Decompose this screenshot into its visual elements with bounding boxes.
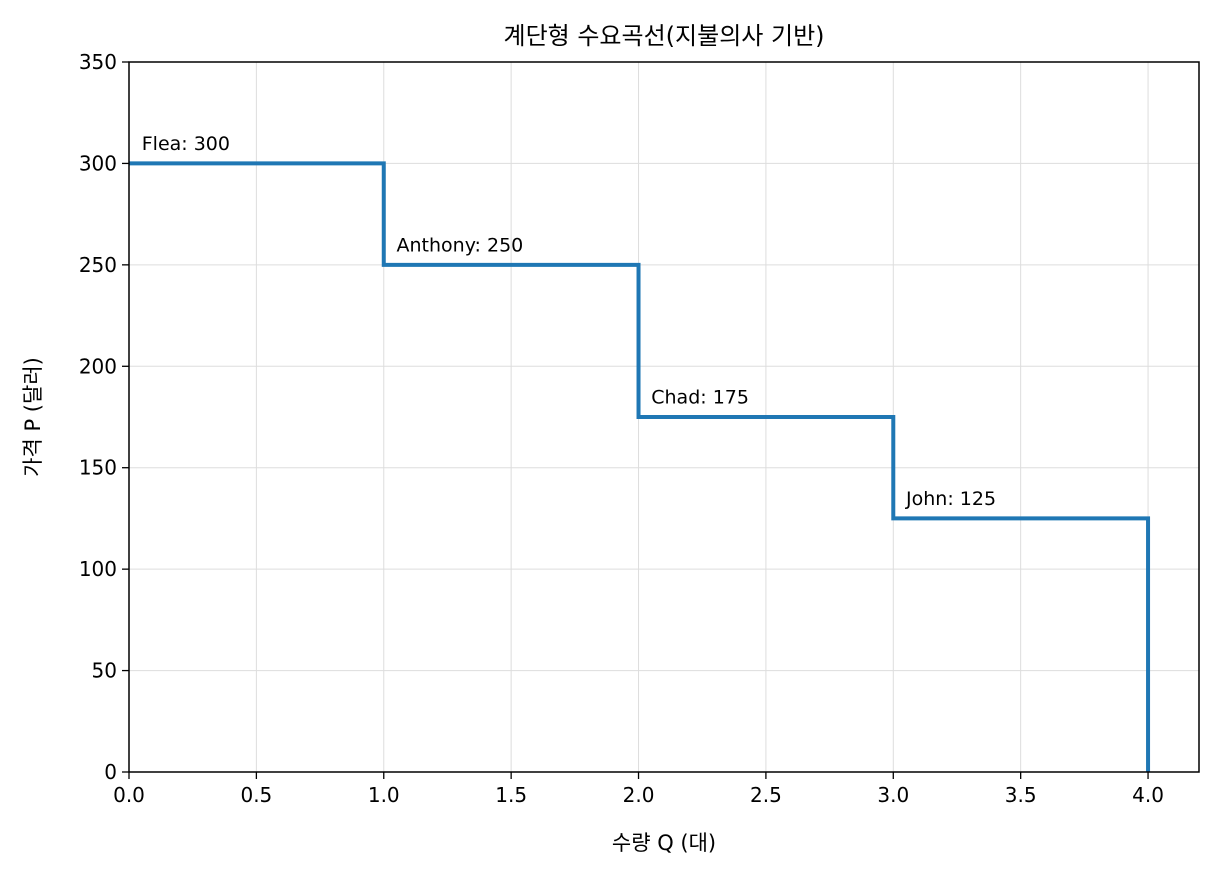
y-tick-label: 250	[79, 253, 117, 277]
y-axis-title: 가격 P (달러)	[21, 357, 45, 477]
data-label: Anthony: 250	[397, 235, 524, 257]
x-tick-label: 2.0	[623, 783, 655, 807]
x-tick-label: 0.0	[113, 783, 145, 807]
y-tick-label: 350	[79, 50, 117, 74]
y-axis: 0 50 100 150 200 250 300 350	[79, 50, 129, 784]
data-label: Flea: 300	[142, 133, 230, 155]
annotations: Flea: 300 Anthony: 250 Chad: 175 John: 125	[142, 133, 996, 510]
y-tick-label: 100	[79, 557, 117, 581]
series-layer	[129, 161, 1151, 772]
y-tick-label: 150	[79, 456, 117, 480]
x-tick-label: 2.5	[750, 783, 782, 807]
x-axis: 0.0 0.5 1.0 1.5 2.0 2.5 3.0 3.5 4.0	[113, 772, 1164, 807]
plot-frame	[128, 61, 1200, 773]
chart-title: 계단형 수요곡선(지불의사 기반)	[503, 22, 824, 50]
x-axis-title: 수량 Q (대)	[612, 831, 716, 855]
x-tick-label: 4.0	[1132, 783, 1164, 807]
data-label: Chad: 175	[651, 387, 749, 409]
y-tick-label: 200	[79, 354, 117, 378]
y-tick-label: 50	[92, 659, 117, 683]
demand-step-line	[129, 161, 1151, 772]
x-tick-label: 0.5	[240, 783, 272, 807]
x-tick-label: 1.5	[495, 783, 527, 807]
x-tick-label: 3.5	[1005, 783, 1037, 807]
y-tick-label: 300	[79, 151, 117, 175]
y-tick-label: 0	[104, 760, 117, 784]
x-tick-label: 1.0	[368, 783, 400, 807]
data-label: John: 125	[905, 488, 996, 510]
x-tick-label: 3.0	[877, 783, 909, 807]
